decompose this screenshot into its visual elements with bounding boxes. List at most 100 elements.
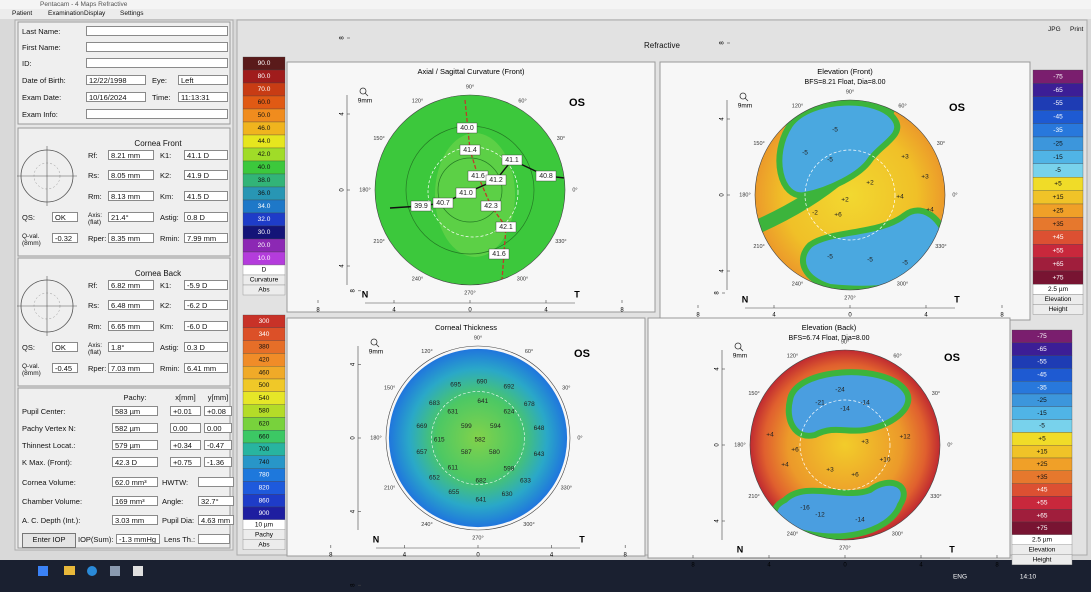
scale-label: +65 [1052,261,1063,268]
zoom-label: 9mm [738,103,752,110]
map-value: 41.1 [505,157,519,164]
map-value: +3 [826,467,834,474]
map-value: +4 [926,207,934,214]
map-title: Corneal Thickness [435,323,497,332]
angle-label: 60° [898,103,906,109]
map-value: 648 [534,425,545,432]
table-header: x[mm] [175,393,196,402]
field-value: OK [52,342,78,352]
scale-label: +5 [1054,181,1062,188]
zoom-icon[interactable] [370,338,378,346]
x-tick-label: 8 [329,553,333,559]
table-value: +0.01 [170,406,201,416]
toolbar-button[interactable]: JPG [1048,26,1061,33]
scale-name: Curvature [250,277,279,284]
angle-label: 270° [472,535,483,541]
field-label: Rf: [88,151,98,160]
app-icon[interactable] [110,566,120,576]
table-label: K Max. (Front): [22,458,73,467]
app-icon[interactable] [133,566,143,576]
scale-mode: Height [1049,306,1068,313]
field-value: 32.7° [198,496,234,506]
zoom-icon[interactable] [359,87,367,95]
map-value: 657 [416,449,427,456]
menu-item[interactable]: Patient [12,10,33,17]
field-label: Astig: [160,343,179,352]
map-value: +2 [866,180,874,187]
menu-item[interactable]: Examination [48,10,84,17]
map-value: 630 [502,491,513,498]
browser-icon[interactable] [87,566,97,576]
toolbar-button[interactable]: Print [1070,26,1084,33]
field-label: Astig: [160,213,179,222]
map-value: +6 [791,447,799,454]
field-label: QS: [22,213,35,222]
field-value: 0.8 D [184,212,228,222]
angle-label: 210° [748,494,759,500]
x-tick-label: 8 [624,553,628,559]
scale-label: +55 [1036,500,1047,507]
table-value: 42.3 D [112,457,158,467]
iop-value: -1.3 mmHg [116,534,160,544]
map-value: -5 [902,260,908,267]
scale-label: 70.0 [258,86,271,93]
angle-label: 30° [562,385,570,391]
folder-icon[interactable] [64,566,75,575]
label-box [501,154,523,166]
table-value: 0.00 [204,423,232,433]
map-value: -5 [827,254,833,261]
scale-name: Elevation [1045,296,1072,303]
scale-label: 60.0 [258,99,271,106]
scale-footer [242,539,286,550]
menu-item[interactable]: Settings [120,10,144,17]
angle-label: 300° [892,532,903,538]
field-value: OK [52,212,78,222]
start-icon[interactable] [38,566,48,576]
scale-label: +45 [1052,234,1063,241]
scale-label: +45 [1036,487,1047,494]
map-value: +4 [766,432,774,439]
table-value: 0.00 [170,423,201,433]
scale-label: -75 [1053,73,1063,80]
map-value: 669 [416,423,427,430]
angle-label: 90° [466,84,474,90]
map-value: 41.6 [492,251,506,258]
field-value: 6.65 mm [108,321,154,331]
pupil-ring [804,149,896,241]
map-value: -14 [860,400,870,407]
map-value: +4 [896,194,904,201]
map-border [749,349,941,541]
scale-label: -35 [1053,127,1063,134]
field-label: Pupil Dia: [162,516,195,525]
map-value: 42.1 [499,224,513,231]
zoom-icon[interactable] [734,342,742,350]
angle-label: 60° [518,98,526,104]
angle-label: 0° [952,192,957,198]
angle-label: 210° [384,485,395,491]
map-value: 692 [504,383,515,390]
map-value: 40.0 [460,125,474,132]
eye-label: OS [944,352,960,364]
zone-ring [437,157,503,223]
menu-item[interactable]: Display [84,10,106,17]
scale-label: -25 [1053,140,1063,147]
enter-iop-button[interactable]: Enter IOP [22,533,76,548]
zoom-icon[interactable] [739,92,747,100]
x-tick-label: 4 [772,313,776,319]
field-value: -5.9 D [184,280,228,290]
angle-label: 90° [474,335,482,341]
label-box [535,170,557,182]
scale-label: +55 [1052,248,1063,255]
scale-label: 10.0 [258,255,271,262]
field-label: Exam Date: [22,93,62,102]
field-label: Rs: [88,301,100,310]
angle-label: 120° [412,98,423,104]
scale-unit: 2.5 µm [1032,537,1052,544]
field-value: 7.99 mm [184,233,228,243]
scale-label: +15 [1052,194,1063,201]
scale-label: -5 [1055,167,1061,174]
scale-label: -65 [1037,346,1047,353]
scale-label: +5 [1038,436,1046,443]
scale-label: -5 [1039,423,1045,430]
